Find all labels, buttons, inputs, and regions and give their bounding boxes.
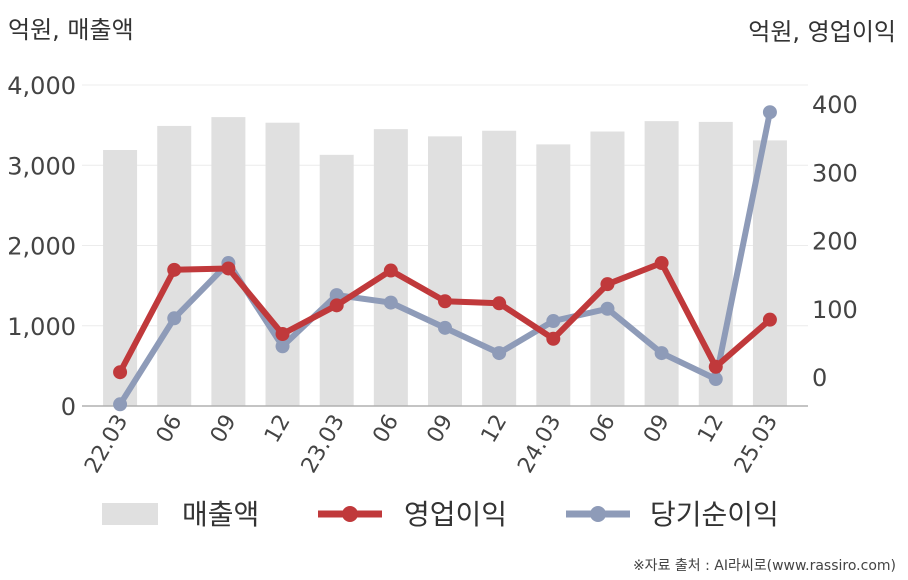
bar-매출액 [536, 144, 571, 406]
legend: 매출액 영업이익 당기순이익 [102, 498, 779, 531]
series-point-영업이익 [438, 294, 452, 309]
left-tick-label: 1,000 [7, 313, 76, 341]
x-tick-label: 09 [206, 411, 242, 448]
left-axis-ticks: 0 1,000 2,000 3,000 4,000 [7, 72, 76, 421]
bar-매출액 [752, 140, 787, 406]
right-tick-label: 200 [812, 228, 858, 256]
series-point-영업이익 [275, 327, 290, 342]
series-point-당기순이익 [600, 301, 615, 316]
legend-label: 매출액 [182, 498, 259, 531]
x-tick-label: 06 [152, 411, 188, 448]
bar-매출액 [482, 130, 517, 406]
series-point-당기순이익 [708, 372, 723, 387]
legend-label: 영업이익 [404, 498, 507, 531]
x-axis-ticks: 22.03 06 09 12 23.03 06 09 12 24.03 06 09 12 25.03 [80, 410, 783, 477]
series-point-당기순이익 [438, 320, 452, 335]
x-tick-label: 06 [585, 411, 621, 448]
x-tick-label: 12 [260, 411, 296, 448]
series-point-영업이익 [167, 262, 182, 277]
bar-series [103, 117, 787, 407]
series-point-영업이익 [221, 261, 236, 276]
series-point-당기순이익 [329, 288, 344, 303]
bar-매출액 [428, 136, 462, 407]
x-tick-label: 12 [477, 410, 513, 447]
x-tick-label: 06 [368, 411, 404, 448]
right-tick-label: 400 [812, 91, 858, 119]
x-tick-label: 09 [423, 411, 459, 448]
series-point-당기순이익 [383, 295, 398, 310]
series-point-영업이익 [113, 365, 128, 380]
left-axis-label: 억원, 매출액 [8, 16, 134, 44]
series-point-당기순이익 [113, 397, 128, 412]
source-note: ※자료 출처 : AI라씨로(www.rassiro.com) [633, 558, 896, 574]
series-point-당기순이익 [546, 314, 561, 329]
series-point-당기순이익 [492, 346, 507, 361]
x-tick-label: 22.03 [80, 411, 133, 478]
bar-매출액 [103, 150, 138, 406]
line-series [113, 105, 777, 412]
series-point-영업이익 [600, 277, 615, 292]
right-tick-label: 0 [812, 364, 827, 392]
series-point-영업이익 [708, 359, 723, 374]
left-tick-label: 3,000 [7, 152, 76, 180]
series-point-영업이익 [654, 256, 669, 271]
series-point-영업이익 [492, 296, 507, 311]
series-point-당기순이익 [654, 346, 669, 361]
legend-marker-영업이익 [342, 506, 358, 522]
legend-marker-당기순이익 [590, 506, 606, 522]
right-axis-label: 억원, 영업이익 [748, 18, 896, 46]
bar-매출액 [319, 154, 354, 406]
right-axis-ticks: 0 100 200 300 400 [812, 91, 858, 392]
series-point-당기순이익 [167, 311, 182, 326]
x-tick-label: 09 [639, 411, 675, 448]
series-point-영업이익 [762, 312, 777, 327]
series-point-당기순이익 [275, 339, 290, 354]
left-tick-label: 0 [61, 393, 76, 421]
x-tick-label: 24.03 [513, 411, 566, 478]
series-point-당기순이익 [762, 105, 777, 120]
series-point-영업이익 [383, 263, 398, 278]
x-tick-label: 23.03 [297, 411, 350, 478]
right-tick-label: 300 [812, 159, 858, 187]
x-tick-label: 12 [693, 411, 729, 448]
legend-label: 당기순이익 [650, 498, 779, 531]
x-tick-label: 25.03 [730, 411, 783, 478]
legend-swatch-매출액 [102, 503, 158, 525]
bar-매출액 [590, 131, 625, 407]
series-point-영업이익 [546, 331, 561, 346]
left-tick-label: 2,000 [7, 233, 76, 261]
series-point-영업이익 [329, 298, 344, 313]
bar-매출액 [265, 122, 300, 406]
right-tick-label: 100 [812, 296, 858, 324]
left-tick-label: 4,000 [7, 72, 76, 100]
